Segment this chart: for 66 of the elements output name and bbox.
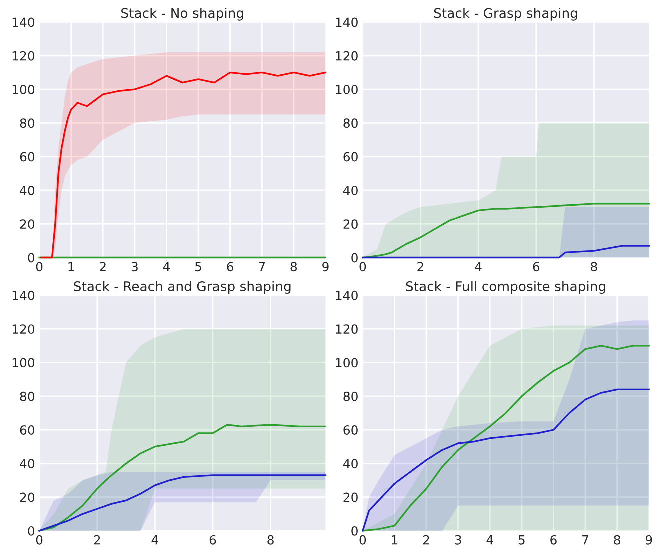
y-tick-label: 0 xyxy=(28,253,35,263)
y-tick-label: 80 xyxy=(344,118,358,128)
x-tick-label: 6 xyxy=(533,262,540,272)
chart-title: Stack - Reach and Grasp shaping xyxy=(74,281,291,294)
x-tick-label: 2 xyxy=(94,535,100,545)
y-tick-label: 40 xyxy=(343,459,358,469)
y-tick-label: 140 xyxy=(12,18,35,28)
x-tick-label: 6 xyxy=(210,535,216,545)
x-tick-label: 2 xyxy=(418,262,424,272)
y-tick-label: 80 xyxy=(344,392,358,402)
y-tick-label: 140 xyxy=(336,290,358,300)
y-tick-label: 100 xyxy=(336,85,358,94)
y-tick-label: 20 xyxy=(344,220,358,230)
x-tick-label: 4 xyxy=(486,536,494,545)
y-tick-label: 120 xyxy=(336,324,358,334)
x-tick-label: 1 xyxy=(392,536,398,545)
y-tick-label: 0 xyxy=(28,526,35,536)
y-tick-label: 40 xyxy=(20,459,35,469)
x-tick-label: 8 xyxy=(614,535,620,545)
chart-title: Stack - Grasp shaping xyxy=(434,8,578,21)
y-tick-label: 60 xyxy=(20,426,35,435)
y-tick-label: 80 xyxy=(20,392,35,402)
x-tick-label: 5 xyxy=(196,262,202,272)
x-tick-label: 3 xyxy=(455,535,462,545)
y-tick-label: 120 xyxy=(336,51,358,61)
x-tick-label: 4 xyxy=(163,262,170,272)
x-tick-label: 0 xyxy=(36,262,43,272)
x-tick-label: 4 xyxy=(152,536,158,545)
x-tick-label: 2 xyxy=(100,262,106,272)
y-tick-label: 60 xyxy=(20,152,35,162)
y-tick-label: 120 xyxy=(12,51,35,61)
x-tick-label: 0 xyxy=(360,535,366,545)
x-tick-label: 9 xyxy=(322,262,329,272)
x-tick-label: 9 xyxy=(646,535,652,545)
y-tick-label: 0 xyxy=(352,253,358,263)
y-tick-label: 40 xyxy=(20,186,35,196)
x-tick-label: 7 xyxy=(582,536,588,545)
y-tick-label: 140 xyxy=(336,18,358,28)
x-tick-label: 4 xyxy=(475,262,482,272)
y-tick-label: 120 xyxy=(12,324,35,334)
y-tick-label: 100 xyxy=(336,358,358,368)
x-tick-label: 5 xyxy=(518,536,525,545)
y-tick-label: 100 xyxy=(12,358,35,368)
x-tick-label: 8 xyxy=(268,535,274,545)
x-tick-label: 2 xyxy=(423,535,430,545)
x-tick-label: 6 xyxy=(550,535,557,545)
x-tick-label: 3 xyxy=(132,262,138,272)
x-tick-label: 0 xyxy=(36,535,43,545)
x-tick-label: 6 xyxy=(227,262,234,272)
chart-title: Stack - Full composite shaping xyxy=(406,281,606,294)
x-tick-label: 7 xyxy=(259,262,266,272)
x-tick-label: 0 xyxy=(360,262,366,272)
x-tick-label: 8 xyxy=(290,262,298,272)
x-tick-label: 8 xyxy=(591,262,598,272)
y-tick-label: 140 xyxy=(12,290,35,300)
y-tick-label: 60 xyxy=(344,152,358,162)
y-tick-label: 60 xyxy=(344,426,358,435)
x-tick-label: 1 xyxy=(68,262,74,272)
y-tick-label: 80 xyxy=(20,118,35,128)
y-tick-label: 20 xyxy=(20,492,35,502)
y-tick-label: 20 xyxy=(20,220,35,230)
y-tick-label: 20 xyxy=(344,492,358,502)
y-tick-label: 40 xyxy=(343,186,358,196)
y-tick-label: 0 xyxy=(352,526,358,536)
chart-title: Stack - No shaping xyxy=(122,8,244,21)
y-tick-label: 100 xyxy=(12,85,35,94)
